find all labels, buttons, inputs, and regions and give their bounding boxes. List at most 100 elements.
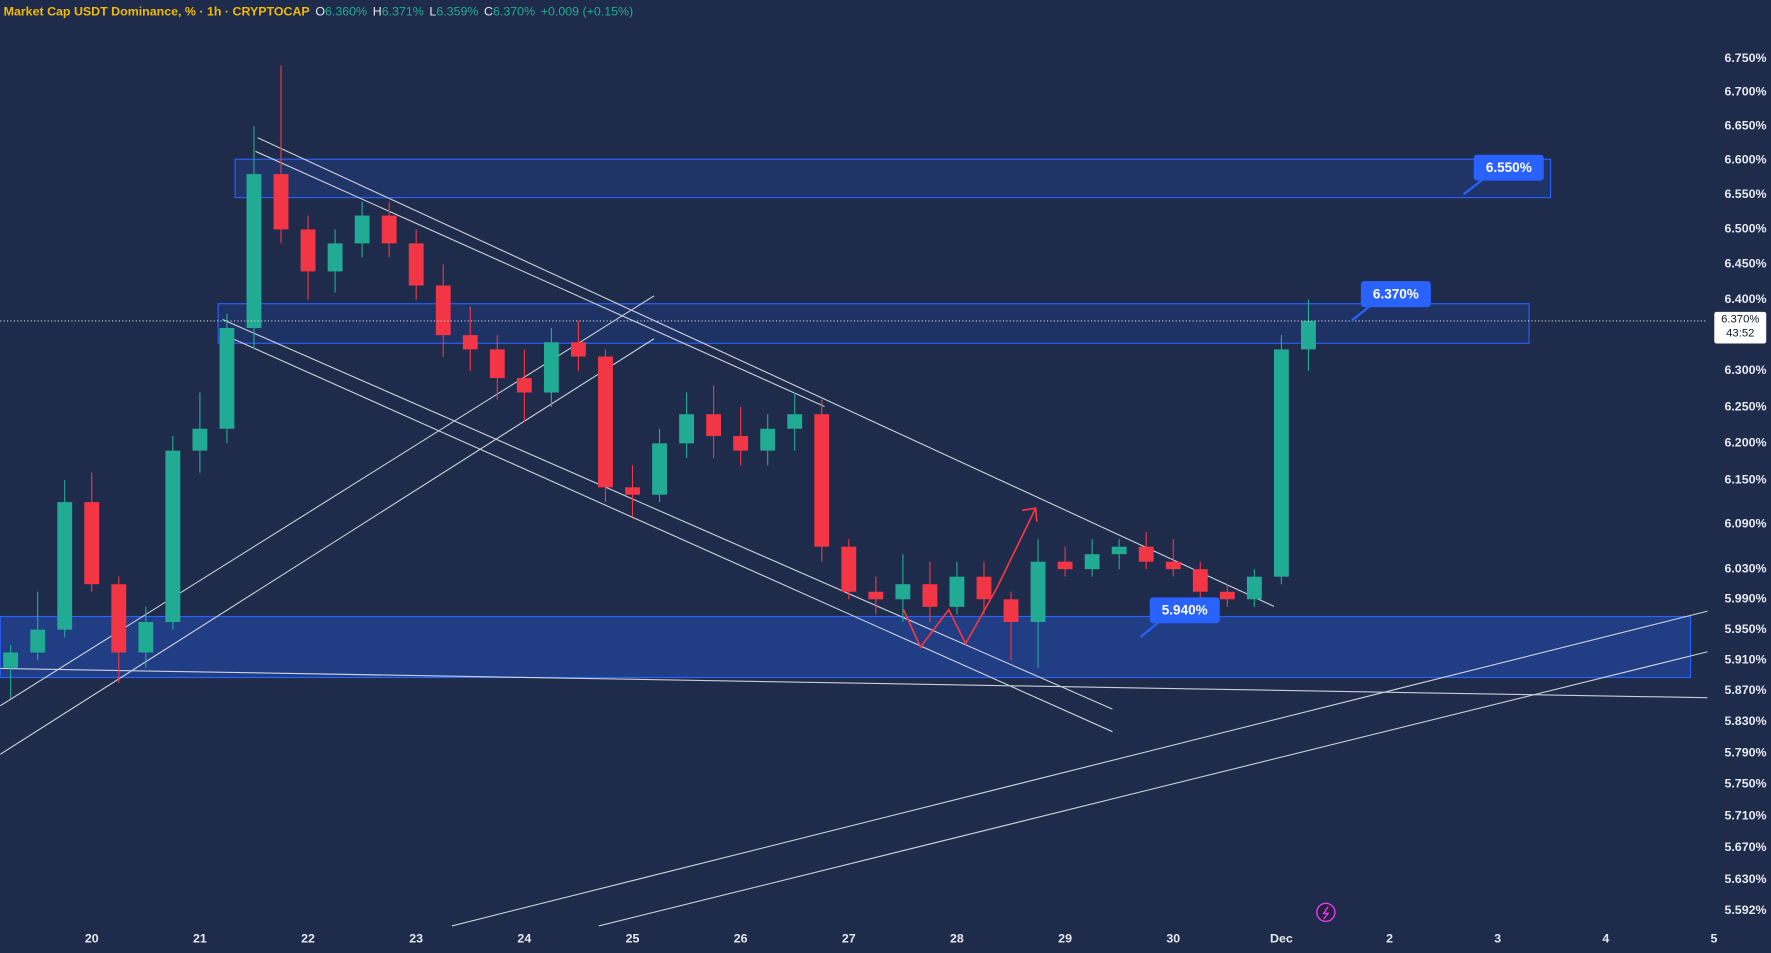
candle-body bbox=[1219, 591, 1235, 600]
alert-icon-bolt bbox=[1322, 906, 1330, 920]
arrow-head bbox=[1021, 507, 1038, 522]
candle-body bbox=[219, 328, 235, 429]
annotation-label: 5.940% bbox=[1162, 602, 1208, 617]
candle-body bbox=[1057, 561, 1073, 570]
y-tick-label: 6.400% bbox=[1724, 292, 1766, 306]
trend-line bbox=[255, 150, 825, 408]
annotation-label: 6.550% bbox=[1486, 160, 1532, 175]
y-tick-label: 5.790% bbox=[1724, 745, 1766, 759]
candle-body bbox=[3, 652, 19, 668]
candle-body bbox=[1003, 599, 1019, 623]
candle-body bbox=[733, 436, 749, 451]
candle-body bbox=[814, 414, 830, 547]
candle-body bbox=[435, 285, 451, 336]
x-tick-label: 28 bbox=[950, 932, 964, 946]
y-tick-label: 6.090% bbox=[1724, 517, 1766, 531]
y-tick-label: 6.250% bbox=[1724, 399, 1766, 413]
price-axis bbox=[1707, 0, 1771, 953]
candle-body bbox=[543, 342, 559, 393]
stat-value: 6.360% bbox=[325, 5, 367, 19]
price-tag-value: 6.370% bbox=[1721, 314, 1759, 326]
arrow-path bbox=[902, 507, 1037, 649]
trend-line bbox=[0, 338, 655, 755]
alert-icon[interactable] bbox=[1316, 902, 1336, 923]
candle-body bbox=[327, 243, 343, 272]
y-tick-label: 6.030% bbox=[1724, 561, 1766, 575]
projection-arrow bbox=[902, 507, 1038, 649]
trend-lines bbox=[0, 137, 1714, 927]
candle-body bbox=[516, 378, 532, 393]
resistance-zone bbox=[217, 303, 1530, 344]
candle-body bbox=[111, 584, 127, 653]
candle-body bbox=[165, 450, 181, 623]
y-tick-label: 6.700% bbox=[1724, 85, 1766, 99]
annotation-pointer bbox=[1462, 178, 1484, 196]
x-tick-label: 3 bbox=[1494, 932, 1501, 946]
candle-body bbox=[192, 428, 208, 451]
stat-value: 6.370% bbox=[493, 5, 535, 19]
candle-body bbox=[246, 174, 262, 329]
stat-key: L bbox=[429, 5, 436, 19]
candle-body bbox=[1084, 554, 1100, 570]
annotation-box bbox=[1149, 597, 1220, 624]
trend-line bbox=[222, 333, 1113, 733]
y-tick-label: 6.600% bbox=[1724, 153, 1766, 167]
candle-body bbox=[679, 414, 695, 444]
y-tick-label: 6.750% bbox=[1724, 51, 1766, 65]
trend-line bbox=[257, 137, 1275, 607]
candle-body bbox=[462, 335, 478, 350]
y-tick-label: 5.830% bbox=[1724, 714, 1766, 728]
symbol-title: Market Cap USDT Dominance, % · 1h · CRYP… bbox=[4, 5, 310, 19]
y-tick-label: 6.450% bbox=[1724, 257, 1766, 271]
y-tick-label: 6.550% bbox=[1724, 187, 1766, 201]
x-tick-label: 26 bbox=[734, 932, 748, 946]
candle-body bbox=[570, 342, 586, 357]
candle-body bbox=[787, 414, 803, 429]
y-tick-label: 5.592% bbox=[1724, 903, 1766, 917]
candle-body bbox=[273, 174, 289, 230]
trend-line bbox=[598, 649, 1714, 927]
x-tick-label: 4 bbox=[1602, 932, 1609, 946]
support-zone bbox=[0, 615, 1692, 679]
stat-key: H bbox=[373, 5, 382, 19]
candle-body bbox=[138, 622, 154, 653]
stat-value: 6.371% bbox=[382, 5, 424, 19]
candle-body bbox=[760, 428, 776, 451]
candle-body bbox=[895, 584, 911, 600]
annotation-label: 6.370% bbox=[1373, 286, 1419, 301]
y-tick-label: 5.750% bbox=[1724, 777, 1766, 791]
candle-body bbox=[706, 414, 722, 437]
annotation-box bbox=[1473, 154, 1544, 181]
candle-body bbox=[408, 243, 424, 286]
y-tick-label: 5.910% bbox=[1724, 652, 1766, 666]
candle-body bbox=[84, 502, 100, 585]
candle-body bbox=[1030, 561, 1046, 623]
x-tick-label: 29 bbox=[1058, 932, 1072, 946]
x-tick-label: Dec bbox=[1270, 932, 1293, 946]
x-tick-label: 21 bbox=[193, 932, 207, 946]
candle-body bbox=[1246, 576, 1262, 600]
y-tick-label: 5.870% bbox=[1724, 683, 1766, 697]
x-tick-label: 25 bbox=[626, 932, 640, 946]
candle-body bbox=[354, 215, 370, 244]
candle-body bbox=[922, 584, 938, 607]
trend-line bbox=[222, 319, 1113, 710]
x-tick-label: 22 bbox=[301, 932, 315, 946]
candle-body bbox=[841, 546, 857, 592]
resistance-zone bbox=[234, 158, 1552, 199]
candle-body bbox=[489, 349, 505, 379]
x-tick-label: 20 bbox=[85, 932, 99, 946]
annotation-box bbox=[1360, 281, 1431, 308]
x-tick-label: 2 bbox=[1386, 932, 1393, 946]
x-tick-label: 5 bbox=[1711, 932, 1718, 946]
y-tick-label: 6.650% bbox=[1724, 118, 1766, 132]
candle-body bbox=[57, 502, 73, 630]
y-tick-label: 5.630% bbox=[1724, 872, 1766, 886]
x-tick-label: 30 bbox=[1166, 932, 1180, 946]
candle-body bbox=[949, 576, 965, 607]
y-tick-label: 6.150% bbox=[1724, 472, 1766, 486]
candle-body bbox=[652, 443, 667, 495]
stats: O6.360% H6.371% L6.359% C6.370% bbox=[315, 5, 535, 19]
plot bbox=[3, 65, 1316, 699]
